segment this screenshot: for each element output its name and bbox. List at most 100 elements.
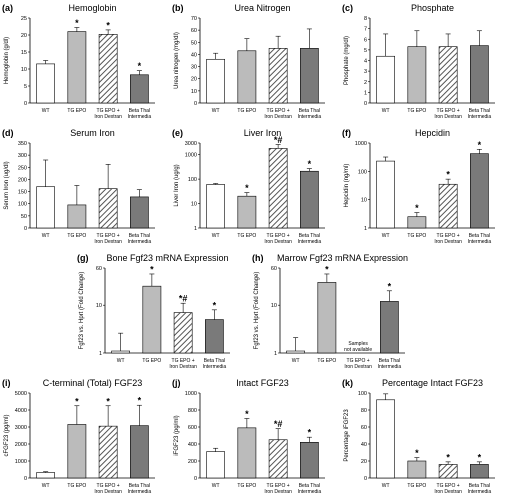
y-axis-label: Urea nitrogen (mg/dl) xyxy=(174,32,180,89)
chart-title: Liver Iron xyxy=(244,128,282,138)
y-tick-label: 1000 xyxy=(185,153,197,159)
bar xyxy=(205,319,224,354)
y-tick-label: 100 xyxy=(358,391,367,397)
y-axis-label: Percentage iFGF23 xyxy=(344,409,350,462)
y-axis-label: Hemoglobin (g/dl) xyxy=(4,37,10,84)
chart-panel: (a) Hemoglobin Hemoglobin (g/dl) 0 5 10 15 20 25… xyxy=(2,3,155,120)
y-tick-label: 1000 xyxy=(185,391,197,397)
bar xyxy=(300,48,319,104)
bar xyxy=(317,282,337,354)
note-text: Samples xyxy=(348,341,368,347)
y-tick-label: 30 xyxy=(191,65,197,71)
y-tick-label: 50 xyxy=(191,40,197,46)
panel-label: (h) xyxy=(252,253,264,263)
y-tick-label: 3000 xyxy=(15,425,27,431)
significance-marker: * xyxy=(150,264,154,274)
y-tick-label: 100 xyxy=(18,202,27,208)
y-tick-label: 1 xyxy=(364,90,367,96)
y-tick-label: 250 xyxy=(18,165,27,171)
significance-marker: * xyxy=(308,159,312,169)
x-tick-label: WT xyxy=(382,233,390,239)
x-tick-label: TG EPO + Iron Dextran xyxy=(169,358,197,370)
y-tick-label: 5 xyxy=(24,84,27,90)
y-tick-label: 10 xyxy=(96,303,102,309)
chart-title: Intact FGF23 xyxy=(236,378,289,388)
y-tick-label: 0 xyxy=(194,101,197,107)
chart-panel: (k) Percentage Intact FGF23 Percentage iFG… xyxy=(342,378,495,495)
x-tick-label: TG EPO + Iron Dextran xyxy=(434,233,462,245)
bar xyxy=(67,31,87,104)
x-tick-label: Beta Thal Intermedia xyxy=(468,108,492,120)
x-tick-label: TG EPO + Iron Dextran xyxy=(94,483,122,495)
x-tick-label: TG EPO + Iron Dextran xyxy=(264,108,292,120)
x-tick-label: TG EPO xyxy=(67,108,86,114)
bar xyxy=(142,285,162,354)
y-axis-label: Hepcidin (ng/ml) xyxy=(344,164,350,208)
x-tick-label: WT xyxy=(42,108,50,114)
y-tick-label: 400 xyxy=(188,442,197,448)
significance-marker: *# xyxy=(274,419,283,429)
significance-marker: * xyxy=(106,396,110,406)
y-tick-label: 80 xyxy=(361,408,367,414)
significance-marker: * xyxy=(478,452,482,462)
x-tick-label: TG EPO xyxy=(67,483,86,489)
y-tick-label: 100 xyxy=(188,177,197,183)
y-tick-label: 10 xyxy=(271,303,277,309)
bar xyxy=(130,196,149,229)
significance-marker: * xyxy=(245,183,249,193)
y-tick-label: 5 xyxy=(364,48,367,54)
bar xyxy=(268,148,288,229)
y-tick-label: 300 xyxy=(18,153,27,159)
bar xyxy=(407,460,427,479)
y-axis-label: Phosphate (mg/dl) xyxy=(344,36,350,85)
y-tick-label: 1 xyxy=(364,226,367,232)
y-tick-label: 10 xyxy=(361,198,367,204)
x-tick-label: TG EPO xyxy=(67,233,86,239)
y-tick-label: 600 xyxy=(188,425,197,431)
y-tick-label: 15 xyxy=(21,50,27,56)
x-tick-label: Beta Thal Intermedia xyxy=(468,233,492,245)
panel-label: (c) xyxy=(342,3,353,13)
y-tick-label: 200 xyxy=(18,177,27,183)
bar xyxy=(380,301,399,354)
x-tick-label: WT xyxy=(382,483,390,489)
bar xyxy=(268,48,288,104)
panel-label: (k) xyxy=(342,378,353,388)
chart-title: Phosphate xyxy=(411,3,454,13)
significance-marker: *# xyxy=(274,135,283,145)
bar xyxy=(470,464,489,479)
x-tick-label: TG EPO xyxy=(407,233,426,239)
bar xyxy=(237,427,257,479)
y-tick-label: 60 xyxy=(271,266,277,272)
chart-title: Bone Fgf23 mRNA Expression xyxy=(106,253,228,263)
bar xyxy=(206,58,225,104)
y-tick-label: 50 xyxy=(21,214,27,220)
y-tick-label: 1 xyxy=(194,226,197,232)
chart-title: Urea Nitrogen xyxy=(234,3,290,13)
y-tick-label: 5000 xyxy=(15,391,27,397)
y-tick-label: 6 xyxy=(364,37,367,43)
y-axis-label: cFGF23 (pg/ml) xyxy=(4,414,10,456)
chart-panel: (c) Phosphate Phosphate (mg/dl) 0 1 2 3 4 5 6 7 8 WT… xyxy=(342,3,495,120)
x-tick-label: TG EPO xyxy=(317,358,336,364)
significance-marker: * xyxy=(415,203,419,213)
x-tick-label: TG EPO xyxy=(142,358,161,364)
bar xyxy=(173,312,193,354)
x-tick-label: Beta Thal Intermedia xyxy=(298,483,322,495)
bar xyxy=(407,216,427,229)
y-tick-label: 3000 xyxy=(185,141,197,147)
bar xyxy=(286,350,305,354)
y-tick-label: 3 xyxy=(364,69,367,75)
y-tick-label: 60 xyxy=(191,28,197,34)
chart-panel: (j) Intact FGF23 iFGF23 (pg/ml) 0 200 400 600 8… xyxy=(172,378,325,495)
y-tick-label: 10 xyxy=(191,202,197,208)
y-tick-label: 1000 xyxy=(355,141,367,147)
y-tick-label: 0 xyxy=(194,476,197,482)
y-tick-label: 0 xyxy=(24,476,27,482)
x-tick-label: Beta Thal Intermedia xyxy=(298,108,322,120)
x-tick-label: Beta Thal Intermedia xyxy=(203,358,227,370)
bar xyxy=(438,464,458,479)
bar xyxy=(268,439,288,479)
panel-label: (i) xyxy=(2,378,11,388)
bar xyxy=(130,74,149,104)
